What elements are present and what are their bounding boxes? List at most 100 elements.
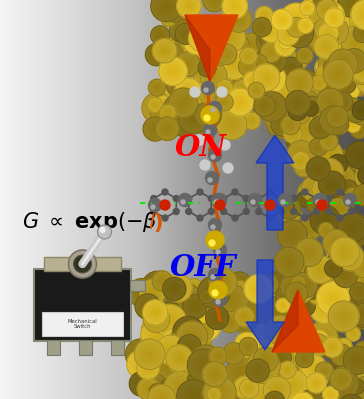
Circle shape xyxy=(308,373,321,387)
Circle shape xyxy=(264,45,278,59)
Circle shape xyxy=(209,58,226,75)
Circle shape xyxy=(308,0,326,17)
Circle shape xyxy=(355,167,364,188)
Circle shape xyxy=(279,90,289,99)
Circle shape xyxy=(161,1,171,11)
Circle shape xyxy=(226,0,243,14)
Circle shape xyxy=(300,1,315,16)
Circle shape xyxy=(294,291,298,295)
Circle shape xyxy=(341,353,351,363)
Circle shape xyxy=(238,85,254,101)
Circle shape xyxy=(312,7,336,31)
Circle shape xyxy=(354,378,364,390)
Circle shape xyxy=(285,126,301,142)
Circle shape xyxy=(253,350,270,368)
Circle shape xyxy=(274,115,290,130)
Circle shape xyxy=(314,113,327,126)
Circle shape xyxy=(145,299,148,302)
Circle shape xyxy=(141,381,156,397)
Circle shape xyxy=(200,72,203,75)
Circle shape xyxy=(286,112,302,127)
Circle shape xyxy=(270,35,275,39)
Circle shape xyxy=(161,47,169,55)
Circle shape xyxy=(235,387,249,399)
Circle shape xyxy=(280,341,304,364)
Circle shape xyxy=(359,168,364,183)
Circle shape xyxy=(341,272,349,280)
Circle shape xyxy=(228,370,244,385)
Circle shape xyxy=(192,312,218,338)
Circle shape xyxy=(304,248,314,257)
Circle shape xyxy=(198,353,214,368)
Circle shape xyxy=(161,91,182,113)
Circle shape xyxy=(348,120,358,130)
Circle shape xyxy=(200,291,212,302)
Circle shape xyxy=(330,54,345,69)
Circle shape xyxy=(352,109,359,116)
Circle shape xyxy=(329,47,345,62)
Circle shape xyxy=(153,310,157,314)
Circle shape xyxy=(68,250,96,278)
Circle shape xyxy=(155,86,158,89)
Circle shape xyxy=(301,114,310,123)
Circle shape xyxy=(279,347,282,350)
Circle shape xyxy=(216,275,230,289)
Circle shape xyxy=(350,57,358,65)
Circle shape xyxy=(317,331,344,358)
Circle shape xyxy=(354,287,364,296)
Circle shape xyxy=(262,279,273,290)
Circle shape xyxy=(222,85,228,91)
Circle shape xyxy=(161,328,191,358)
Circle shape xyxy=(329,16,341,27)
Circle shape xyxy=(296,280,301,285)
Circle shape xyxy=(331,304,349,322)
Circle shape xyxy=(235,16,243,24)
Circle shape xyxy=(191,375,198,383)
Circle shape xyxy=(347,189,359,201)
Circle shape xyxy=(199,290,213,304)
Circle shape xyxy=(343,98,361,116)
Circle shape xyxy=(275,363,278,367)
Circle shape xyxy=(344,51,364,71)
Circle shape xyxy=(208,36,219,47)
Circle shape xyxy=(161,279,164,282)
Circle shape xyxy=(202,54,223,76)
Circle shape xyxy=(166,64,180,78)
Circle shape xyxy=(298,77,313,93)
Circle shape xyxy=(235,332,259,357)
Circle shape xyxy=(265,379,288,399)
Circle shape xyxy=(221,209,227,215)
Circle shape xyxy=(265,391,285,399)
Circle shape xyxy=(353,57,364,70)
Circle shape xyxy=(333,119,346,131)
Circle shape xyxy=(314,78,324,88)
Circle shape xyxy=(324,137,333,146)
Circle shape xyxy=(173,209,179,215)
Circle shape xyxy=(330,344,352,365)
Circle shape xyxy=(330,387,352,399)
Circle shape xyxy=(264,283,276,295)
Circle shape xyxy=(339,153,351,165)
Circle shape xyxy=(194,349,216,371)
Circle shape xyxy=(319,333,341,356)
Circle shape xyxy=(178,98,188,108)
Circle shape xyxy=(328,52,347,71)
Circle shape xyxy=(165,362,169,367)
Circle shape xyxy=(360,309,364,318)
Circle shape xyxy=(336,243,364,271)
Circle shape xyxy=(176,95,191,110)
Circle shape xyxy=(330,156,346,172)
Circle shape xyxy=(356,168,364,187)
Circle shape xyxy=(192,367,208,383)
Circle shape xyxy=(351,284,364,318)
Circle shape xyxy=(316,66,330,80)
Circle shape xyxy=(225,317,236,328)
Circle shape xyxy=(243,315,246,318)
Circle shape xyxy=(293,55,305,67)
Circle shape xyxy=(152,386,162,397)
Circle shape xyxy=(178,32,185,39)
Circle shape xyxy=(142,271,173,302)
Circle shape xyxy=(334,264,357,288)
Circle shape xyxy=(341,248,359,266)
Circle shape xyxy=(226,90,242,105)
